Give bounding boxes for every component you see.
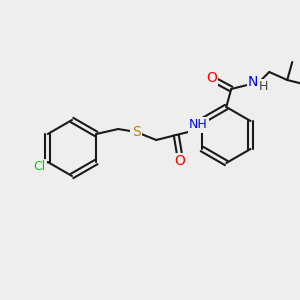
Text: N: N [248, 75, 258, 89]
Text: O: O [174, 154, 185, 168]
Text: H: H [259, 80, 268, 94]
Text: Cl: Cl [34, 160, 46, 173]
Text: O: O [206, 71, 217, 85]
Text: S: S [132, 125, 141, 139]
Text: NH: NH [189, 118, 208, 131]
